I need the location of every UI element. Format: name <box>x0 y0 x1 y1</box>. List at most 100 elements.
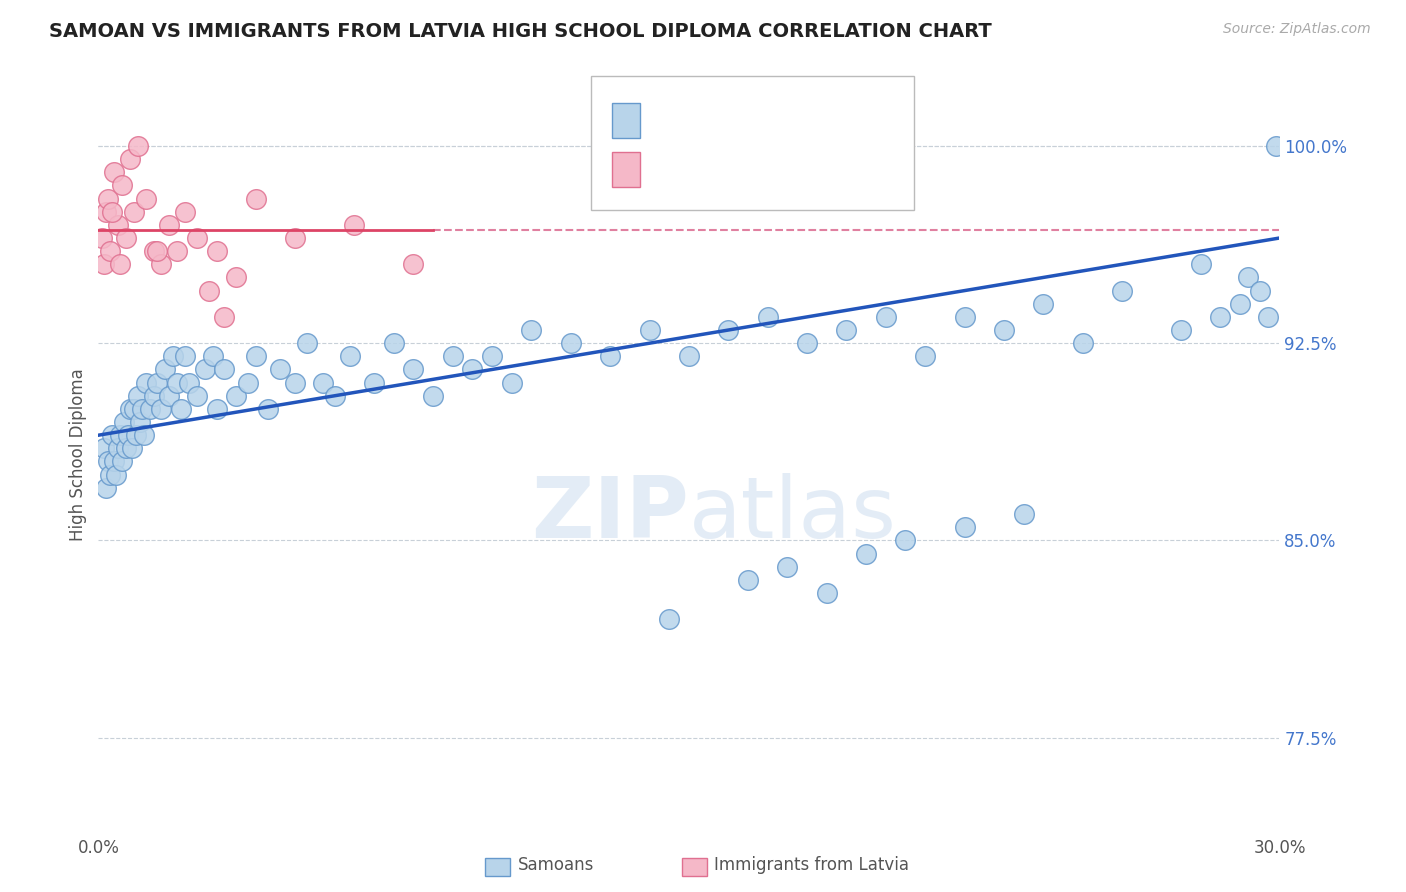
Text: Samoans: Samoans <box>517 856 593 874</box>
Point <box>875 310 897 324</box>
Point <box>135 192 157 206</box>
Point <box>142 244 165 259</box>
Point <box>125 428 148 442</box>
Point <box>284 231 307 245</box>
Text: 88: 88 <box>792 109 817 127</box>
Point <box>1111 284 1133 298</box>
Point <box>146 244 169 259</box>
Text: Immigrants from Latvia: Immigrants from Latvia <box>714 856 910 874</box>
Point <box>1012 507 1035 521</box>
Point <box>93 442 115 456</box>
Point <box>115 442 138 456</box>
Point <box>112 415 135 429</box>
Point <box>197 284 219 298</box>
Point <box>174 349 197 363</box>
Point <box>157 389 180 403</box>
Point <box>225 270 247 285</box>
Point <box>135 376 157 390</box>
Point <box>402 257 425 271</box>
Point <box>894 533 917 548</box>
Point <box>678 349 700 363</box>
Point <box>1249 284 1271 298</box>
Point <box>194 362 217 376</box>
Point <box>177 376 200 390</box>
Point <box>166 376 188 390</box>
Text: ZIP: ZIP <box>531 474 689 557</box>
Point <box>1229 297 1251 311</box>
Point <box>953 520 976 534</box>
Point <box>284 376 307 390</box>
Point <box>520 323 543 337</box>
Point <box>1264 139 1286 153</box>
Point <box>108 257 131 271</box>
Point <box>402 362 425 376</box>
Point <box>170 401 193 416</box>
Point <box>107 442 129 456</box>
Text: SAMOAN VS IMMIGRANTS FROM LATVIA HIGH SCHOOL DIPLOMA CORRELATION CHART: SAMOAN VS IMMIGRANTS FROM LATVIA HIGH SC… <box>49 22 993 41</box>
Point <box>1257 310 1279 324</box>
Point <box>461 362 484 376</box>
Point <box>835 323 858 337</box>
Point <box>122 204 145 219</box>
Point <box>855 547 877 561</box>
Point <box>737 573 759 587</box>
Point <box>1071 336 1094 351</box>
Point <box>214 362 236 376</box>
Point <box>91 231 114 245</box>
Point <box>121 442 143 456</box>
Point <box>1209 310 1232 324</box>
Point <box>422 389 444 403</box>
Point <box>205 244 228 259</box>
Point <box>638 323 661 337</box>
Point <box>111 178 134 193</box>
Point <box>756 310 779 324</box>
Point <box>658 612 681 626</box>
Point <box>1032 297 1054 311</box>
Point <box>501 376 523 390</box>
Point <box>186 231 208 245</box>
Point <box>441 349 464 363</box>
Point <box>150 257 173 271</box>
Point <box>953 310 976 324</box>
Point <box>98 244 121 259</box>
Point <box>776 559 799 574</box>
Point <box>560 336 582 351</box>
Point <box>717 323 740 337</box>
Point <box>1237 270 1260 285</box>
Point <box>118 152 141 166</box>
Point <box>96 204 118 219</box>
Point <box>146 376 169 390</box>
Point <box>155 362 177 376</box>
Point <box>132 428 155 442</box>
Point <box>382 336 405 351</box>
Point <box>128 415 150 429</box>
Point <box>343 218 366 232</box>
Point <box>122 401 145 416</box>
Point <box>186 389 208 403</box>
Point <box>166 244 188 259</box>
Point <box>796 336 818 351</box>
Point <box>127 139 149 153</box>
Point <box>201 349 224 363</box>
Point <box>150 401 173 416</box>
Text: 30: 30 <box>792 158 817 176</box>
Point <box>481 349 503 363</box>
Point <box>914 349 936 363</box>
Point <box>98 467 121 482</box>
Text: Source: ZipAtlas.com: Source: ZipAtlas.com <box>1223 22 1371 37</box>
Text: N =: N = <box>747 158 799 176</box>
Point <box>245 349 267 363</box>
Point <box>107 218 129 232</box>
Point <box>993 323 1015 337</box>
Point <box>256 401 278 416</box>
Point <box>142 389 165 403</box>
Point <box>103 165 125 179</box>
Point <box>225 389 247 403</box>
Point <box>295 336 318 351</box>
Text: R =: R = <box>651 158 690 176</box>
Y-axis label: High School Diploma: High School Diploma <box>69 368 87 541</box>
Point <box>105 467 128 482</box>
Point <box>599 349 621 363</box>
Point <box>138 401 160 416</box>
Point <box>97 454 120 468</box>
